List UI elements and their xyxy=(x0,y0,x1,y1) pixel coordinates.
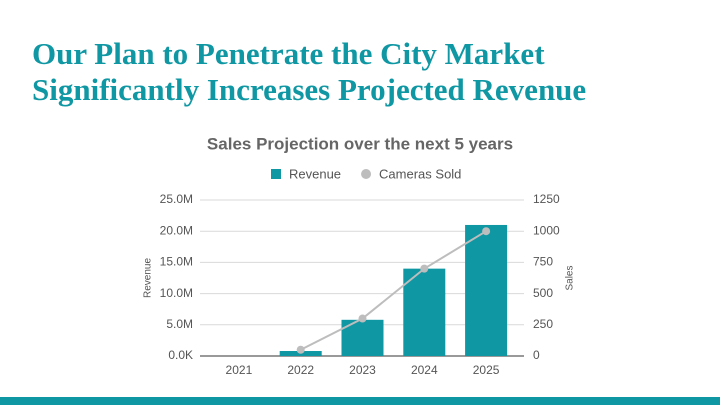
footer-band xyxy=(0,397,720,405)
x-tick-label: 2022 xyxy=(287,363,314,377)
y-tick-label: 15.0M xyxy=(160,255,193,269)
point xyxy=(482,227,491,236)
legend-marker xyxy=(361,169,372,179)
x-tick-label: 2024 xyxy=(411,363,438,377)
y-tick-label: 25.0M xyxy=(160,192,193,206)
chart-title: Sales Projection over the next 5 years xyxy=(207,134,513,153)
bar xyxy=(403,268,446,356)
x-tick-label: 2021 xyxy=(226,363,253,377)
y-axis-title: Revenue xyxy=(143,258,154,298)
y-tick-label: 0.0K xyxy=(168,348,193,362)
y2-tick-label: 750 xyxy=(533,255,553,269)
line xyxy=(300,230,487,351)
point xyxy=(296,345,305,354)
legend-label: Cameras Sold xyxy=(379,166,461,181)
x-tick-label: 2025 xyxy=(473,363,500,377)
y2-tick-label: 1250 xyxy=(533,192,560,206)
bar xyxy=(465,224,508,356)
y-tick-label: 10.0M xyxy=(160,286,193,300)
y2-tick-label: 1000 xyxy=(533,223,560,237)
point xyxy=(420,264,429,273)
y-tick-label: 20.0M xyxy=(160,223,193,237)
legend-marker xyxy=(271,169,281,179)
y2-tick-label: 500 xyxy=(533,286,553,300)
legend-label: Revenue xyxy=(289,166,341,181)
y2-axis-title: Sales xyxy=(565,265,576,290)
y2-tick-label: 250 xyxy=(533,317,553,331)
slide-title: Our Plan to Penetrate the City Market Si… xyxy=(32,36,587,107)
y-tick-label: 5.0M xyxy=(166,317,193,331)
point xyxy=(358,314,367,323)
y2-tick-label: 0 xyxy=(533,348,540,362)
x-tick-label: 2023 xyxy=(349,363,376,377)
